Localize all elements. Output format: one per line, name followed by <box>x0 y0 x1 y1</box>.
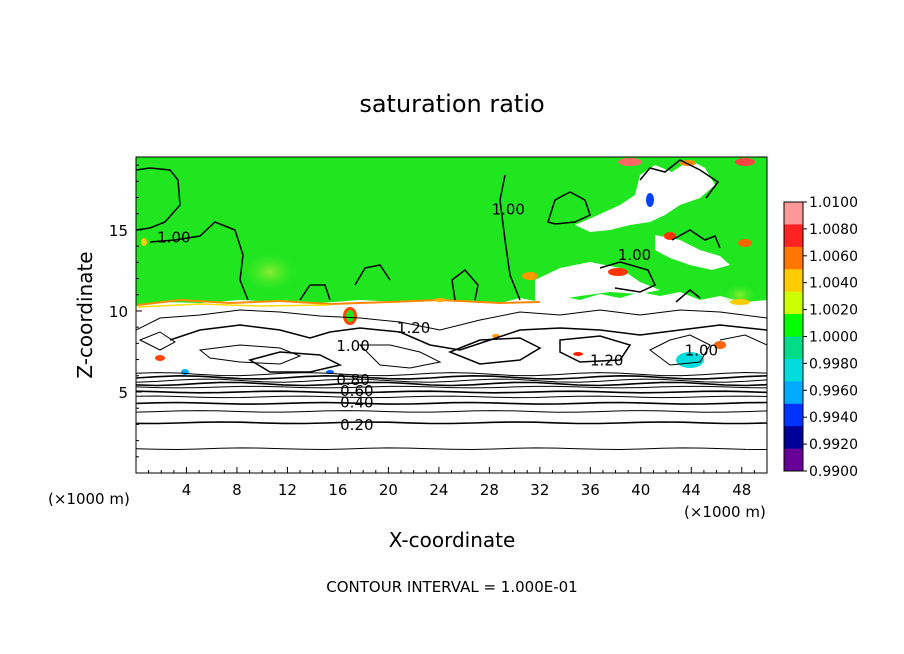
y-tick-label: 15 <box>109 222 128 240</box>
contour-label: 0.40 <box>340 394 373 412</box>
contour-lines-upper <box>136 159 721 303</box>
colorbar-swatch <box>784 224 803 248</box>
x-axis: 4 8 12 16 20 24 28 32 36 40 44 48 <box>148 467 755 499</box>
contour-label: 1.00 <box>492 201 525 219</box>
colorbar-swatch <box>784 336 803 360</box>
x-axis-unit-right: (×1000 m) <box>684 503 766 521</box>
colorbar-tick-label: 1.0040 <box>809 276 858 292</box>
contour-line <box>136 410 767 413</box>
colorbar-swatch <box>784 291 803 315</box>
contour-line <box>136 385 767 389</box>
contour-label: 0.80 <box>336 371 369 389</box>
contour-lines-lower <box>136 371 767 451</box>
clear-patch <box>535 262 660 304</box>
chart-title: saturation ratio <box>359 90 544 118</box>
plot-area: 1.00 1.00 1.00 1.00 1.20 1.20 1.00 0.800.600.40… <box>136 157 767 473</box>
contour-line <box>136 378 767 383</box>
colorbar-swatch <box>784 403 803 427</box>
colorbar-swatch <box>784 426 803 450</box>
cloud-edge-specks <box>137 158 755 375</box>
clear-patch <box>575 160 715 232</box>
colorbar-tick-label: 1.0060 <box>809 249 858 265</box>
colorbar-swatch <box>784 448 803 472</box>
y-tick-label: 5 <box>118 384 128 402</box>
colorbar: 1.0100 1.0080 1.0060 1.0040 1.0020 1.0000 0.99… <box>783 195 858 480</box>
x-tick-label: 20 <box>379 481 398 499</box>
colorbar-swatch <box>784 269 803 293</box>
contour-label: 1.00 <box>685 342 718 360</box>
colorbar-tick-label: 1.0000 <box>809 330 858 346</box>
colorbar-tick-label: 0.9980 <box>809 356 858 372</box>
x-tick-label: 32 <box>530 481 549 499</box>
colorbar-tick-label: 0.9920 <box>809 437 858 453</box>
y-axis: 5 10 15 <box>109 164 142 458</box>
contour-interval-note: CONTOUR INTERVAL = 1.000E-01 <box>326 578 577 596</box>
colorbar-tick-label: 1.0100 <box>809 195 858 211</box>
contour-label: 0.20 <box>340 416 373 434</box>
x-tick-label: 8 <box>232 481 242 499</box>
y-axis-label: Z-coordinate <box>73 251 97 378</box>
contour-labels: 1.00 1.00 1.00 1.00 1.20 1.20 1.00 0.800.600.40… <box>157 201 718 435</box>
x-tick-label: 28 <box>480 481 499 499</box>
colorbar-tick-label: 1.0080 <box>809 222 858 238</box>
contour-label: 1.20 <box>590 351 623 369</box>
x-tick-label: 44 <box>682 481 701 499</box>
x-tick-label: 48 <box>732 481 751 499</box>
colorbar-tick-label: 0.9940 <box>809 410 858 426</box>
contour-line <box>136 395 767 399</box>
contour-label: 0.60 <box>340 382 373 400</box>
x-tick-label: 12 <box>278 481 297 499</box>
saturated-glow <box>240 250 300 294</box>
x-axis-label: X-coordinate <box>389 528 516 552</box>
x-tick-label: 36 <box>581 481 600 499</box>
contour-lines-middle <box>136 309 767 373</box>
colorbar-tick-label: 0.9900 <box>809 464 858 480</box>
x-tick-label: 4 <box>182 481 192 499</box>
contour-line <box>136 371 767 377</box>
contour-line <box>136 421 767 425</box>
contour-line <box>136 447 767 451</box>
contour-line <box>136 381 767 387</box>
colorbar-swatch <box>784 381 803 405</box>
colorbar-swatch <box>784 358 803 382</box>
colorbar-swatch <box>784 314 803 337</box>
contour-line <box>136 401 767 405</box>
colorbar-swatch <box>784 246 803 270</box>
clear-patch <box>655 235 730 270</box>
contour-line <box>136 390 767 394</box>
colorbar-tick-label: 1.0020 <box>809 303 858 319</box>
x-tick-label: 16 <box>328 481 347 499</box>
x-tick-label: 24 <box>429 481 448 499</box>
y-tick-label: 10 <box>109 303 128 321</box>
colorbar-tick-label: 0.9960 <box>809 383 858 399</box>
contour-label: 1.00 <box>336 337 369 355</box>
contour-label: 1.20 <box>397 319 430 337</box>
contour-label: 1.00 <box>618 246 651 264</box>
colorbar-swatch <box>784 202 803 225</box>
x-axis-unit-left: (×1000 m) <box>48 490 130 508</box>
contour-line <box>136 374 767 380</box>
contour-label: 1.00 <box>157 228 190 246</box>
x-tick-label: 40 <box>631 481 650 499</box>
